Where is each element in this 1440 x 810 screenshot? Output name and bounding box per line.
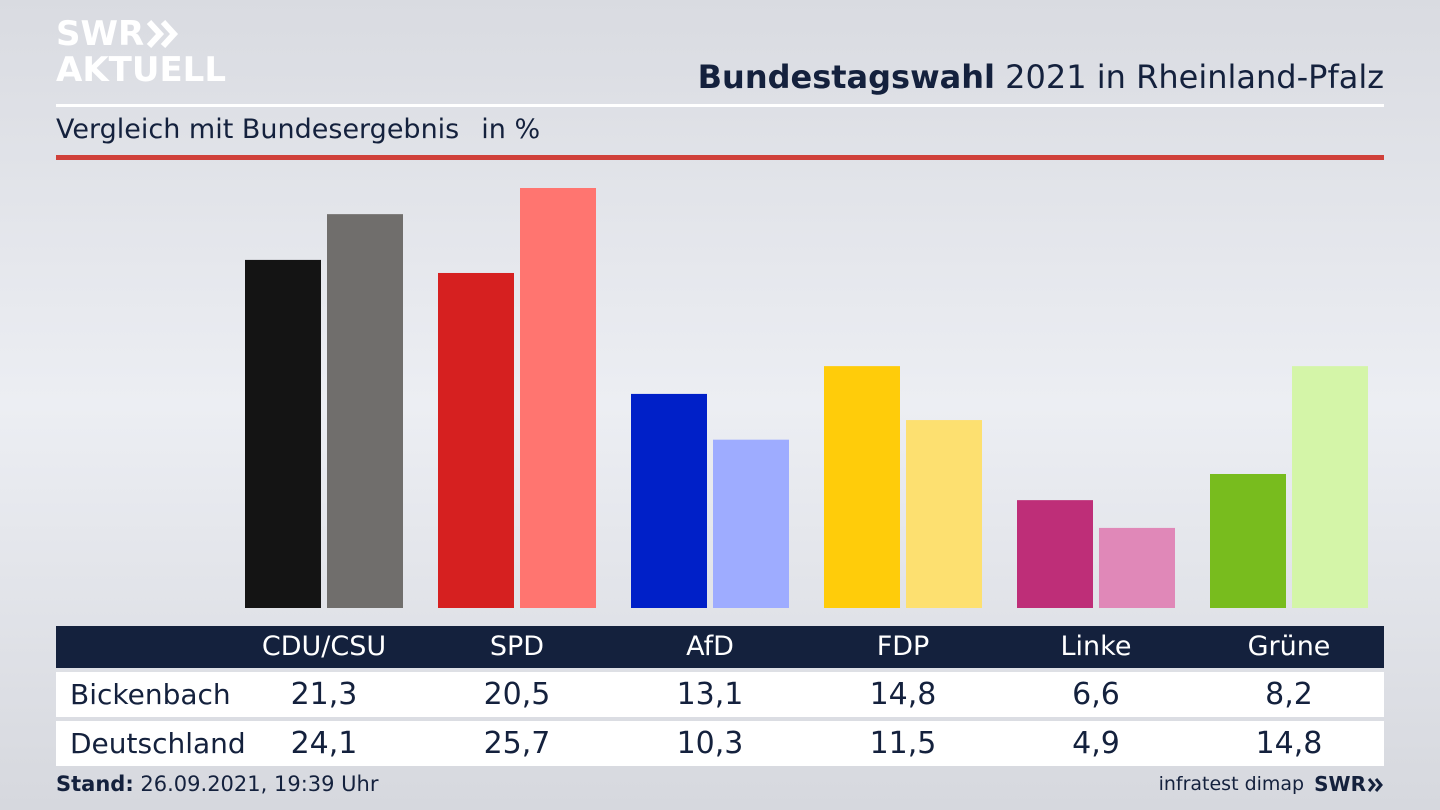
bar-gr-ne-bickenbach (1210, 473, 1286, 608)
timestamp: Stand: 26.09.2021, 19:39 Uhr (56, 772, 379, 796)
swr-footer-logo: SWR (1314, 772, 1384, 796)
title-bold: Bundestagswahl (697, 58, 995, 96)
table-cell: 13,1 (676, 677, 744, 712)
title-divider (56, 104, 1384, 107)
table-cell: 25,7 (483, 726, 551, 761)
logo-line-2: AKTUELL (56, 50, 227, 90)
column-header: Linke (1060, 631, 1132, 662)
bar-spd-deutschland (520, 188, 596, 608)
table-header-row: CDU/CSU SPD AfD FDP Linke Grüne (56, 626, 1384, 668)
table-cell: 24,1 (290, 726, 358, 761)
bar-fdp-deutschland (906, 420, 982, 608)
bar-fdp-bickenbach (824, 366, 900, 608)
bar-linke-deutschland (1099, 527, 1175, 608)
accent-divider (56, 155, 1384, 160)
source-label: infratest dimap (1158, 773, 1305, 795)
logo-line-1: SWR (56, 14, 145, 54)
stand-label: Stand: (56, 772, 134, 796)
table-cell: 11,5 (869, 726, 937, 761)
bar-afd-bickenbach (631, 393, 707, 608)
table-cell: 20,5 (483, 677, 551, 712)
column-header: SPD (489, 631, 545, 662)
table-cell: 6,6 (1072, 677, 1120, 712)
swr-aktuell-logo: SWR AKTUELL (56, 16, 226, 88)
bar-chart (245, 188, 1368, 608)
table-cell: 8,2 (1265, 677, 1313, 712)
column-header: CDU/CSU (261, 631, 387, 662)
table-cell: 21,3 (290, 677, 358, 712)
table-cell: 4,9 (1072, 726, 1120, 761)
title-rest: 2021 in Rheinland-Pfalz (995, 58, 1384, 96)
stand-value: 26.09.2021, 19:39 Uhr (133, 772, 379, 796)
column-header: Grüne (1247, 631, 1331, 662)
double-chevron-small-icon (1367, 778, 1383, 792)
table-row: Bickenbach 21,3 20,5 13,1 14,8 6,6 8,2 (56, 672, 1384, 717)
column-header: AfD (686, 631, 734, 662)
table-cell: 14,8 (1255, 726, 1323, 761)
bar-spd-bickenbach (438, 272, 514, 608)
unit-label: in % (481, 114, 541, 145)
double-chevron-icon (146, 20, 179, 48)
row-label: Bickenbach (70, 678, 231, 711)
chart-subtitle: Vergleich mit Bundesergebnis in % (56, 114, 540, 145)
table-cell: 14,8 (869, 677, 937, 712)
subtitle-text: Vergleich mit Bundesergebnis (56, 114, 460, 145)
row-label: Deutschland (70, 727, 246, 760)
bar-afd-deutschland (713, 439, 789, 608)
bar-cdu-csu-deutschland (327, 214, 403, 608)
table-row: Deutschland 24,1 25,7 10,3 11,5 4,9 14,8 (56, 721, 1384, 766)
table-cell: 10,3 (676, 726, 744, 761)
source-credit: infratest dimap SWR (1159, 772, 1384, 796)
bar-linke-bickenbach (1017, 500, 1093, 608)
results-table: CDU/CSU SPD AfD FDP Linke Grüne Bickenbach 21,… (56, 626, 1384, 766)
column-header: FDP (876, 631, 930, 662)
bar-cdu-csu-bickenbach (245, 259, 321, 608)
swr-footer-text: SWR (1314, 772, 1366, 796)
page-title: Bundestagswahl 2021 in Rheinland-Pfalz (698, 58, 1384, 96)
bar-gr-ne-deutschland (1292, 366, 1368, 608)
